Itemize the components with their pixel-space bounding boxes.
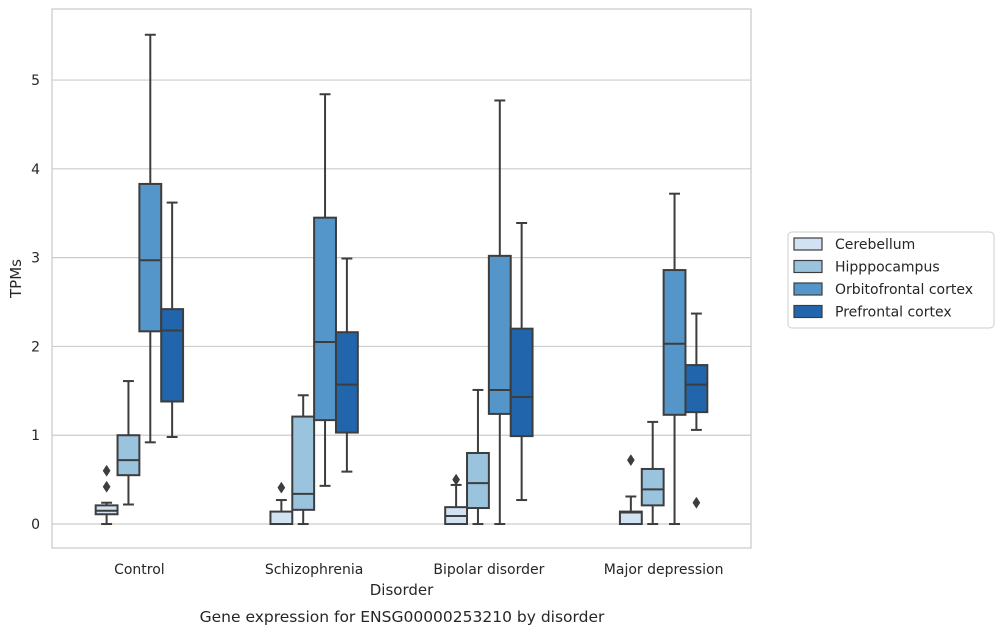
box-2-3 <box>509 222 534 502</box>
box-2-2 <box>487 99 512 526</box>
legend-swatch <box>793 304 823 319</box>
y-tick-label: 5 <box>31 73 40 89</box>
x-tick-label: Bipolar disorder <box>433 562 544 578</box>
legend-swatch <box>793 259 823 274</box>
box-iqr <box>313 216 337 422</box>
box-iqr <box>138 182 163 333</box>
box-1-2 <box>313 93 337 487</box>
box-0-3 <box>160 201 185 439</box>
legend-label: Hipppocampus <box>835 260 940 276</box>
x-axis-ticks: Control Schizophrenia Bipolar disorder Majo… <box>114 562 723 578</box>
box-iqr <box>662 269 687 416</box>
x-tick-label: Schizophrenia <box>265 562 363 578</box>
y-tick-label: 1 <box>31 428 40 444</box>
y-axis-label: TPMs <box>7 259 25 299</box>
x-tick-label: Major depression <box>604 562 724 578</box>
box-0-1 <box>116 380 141 506</box>
outlier-point <box>102 464 111 477</box>
box-3-2 <box>662 192 687 526</box>
box-iqr <box>334 331 359 434</box>
box-iqr <box>509 327 534 438</box>
box-1-0 <box>269 481 294 526</box>
outlier-point <box>692 496 701 509</box>
box-iqr <box>684 364 709 414</box>
plot-frame <box>51 8 752 549</box>
box-iqr <box>116 434 141 477</box>
chart-caption: Gene expression for ENSG00000253210 by d… <box>200 608 605 626</box>
legend-frame <box>787 231 995 329</box>
legend-label: Orbitofrontal cortex <box>835 282 973 298</box>
box-iqr <box>466 451 490 510</box>
plot-area <box>94 33 709 526</box>
x-axis-label: Disorder <box>370 581 434 599</box>
box-1-1 <box>291 394 316 526</box>
x-tick-label: Control <box>114 562 165 578</box>
y-tick-label: 3 <box>31 251 40 267</box>
outlier-point <box>102 480 111 493</box>
box-0-2 <box>138 33 163 444</box>
box-3-0 <box>618 454 643 526</box>
legend-label: Cerebellum <box>835 237 915 253</box>
y-axis-ticks: 0 1 2 3 4 5 <box>31 73 40 533</box>
box-iqr <box>269 510 294 526</box>
box-iqr <box>291 415 316 511</box>
box-1-3 <box>334 257 359 473</box>
box-2-1 <box>466 388 490 526</box>
legend: Cerebellum Hipppocampus Orbitofrontal cort… <box>787 231 995 329</box>
outlier-point <box>277 481 286 494</box>
box-iqr <box>160 308 185 403</box>
box-2-0 <box>444 473 469 526</box>
legend-label: Prefrontal cortex <box>835 305 952 321</box>
box-0-0 <box>94 464 119 526</box>
legend-swatch <box>793 237 823 251</box>
box-iqr <box>640 467 665 507</box>
box-3-1 <box>640 420 665 526</box>
y-tick-label: 2 <box>31 339 40 355</box>
box-3-3 <box>684 312 709 509</box>
legend-swatch <box>793 282 823 296</box>
outlier-point <box>626 454 635 467</box>
y-tick-label: 0 <box>31 517 40 533</box>
y-tick-label: 4 <box>31 162 40 178</box>
outlier-point <box>452 473 461 486</box>
